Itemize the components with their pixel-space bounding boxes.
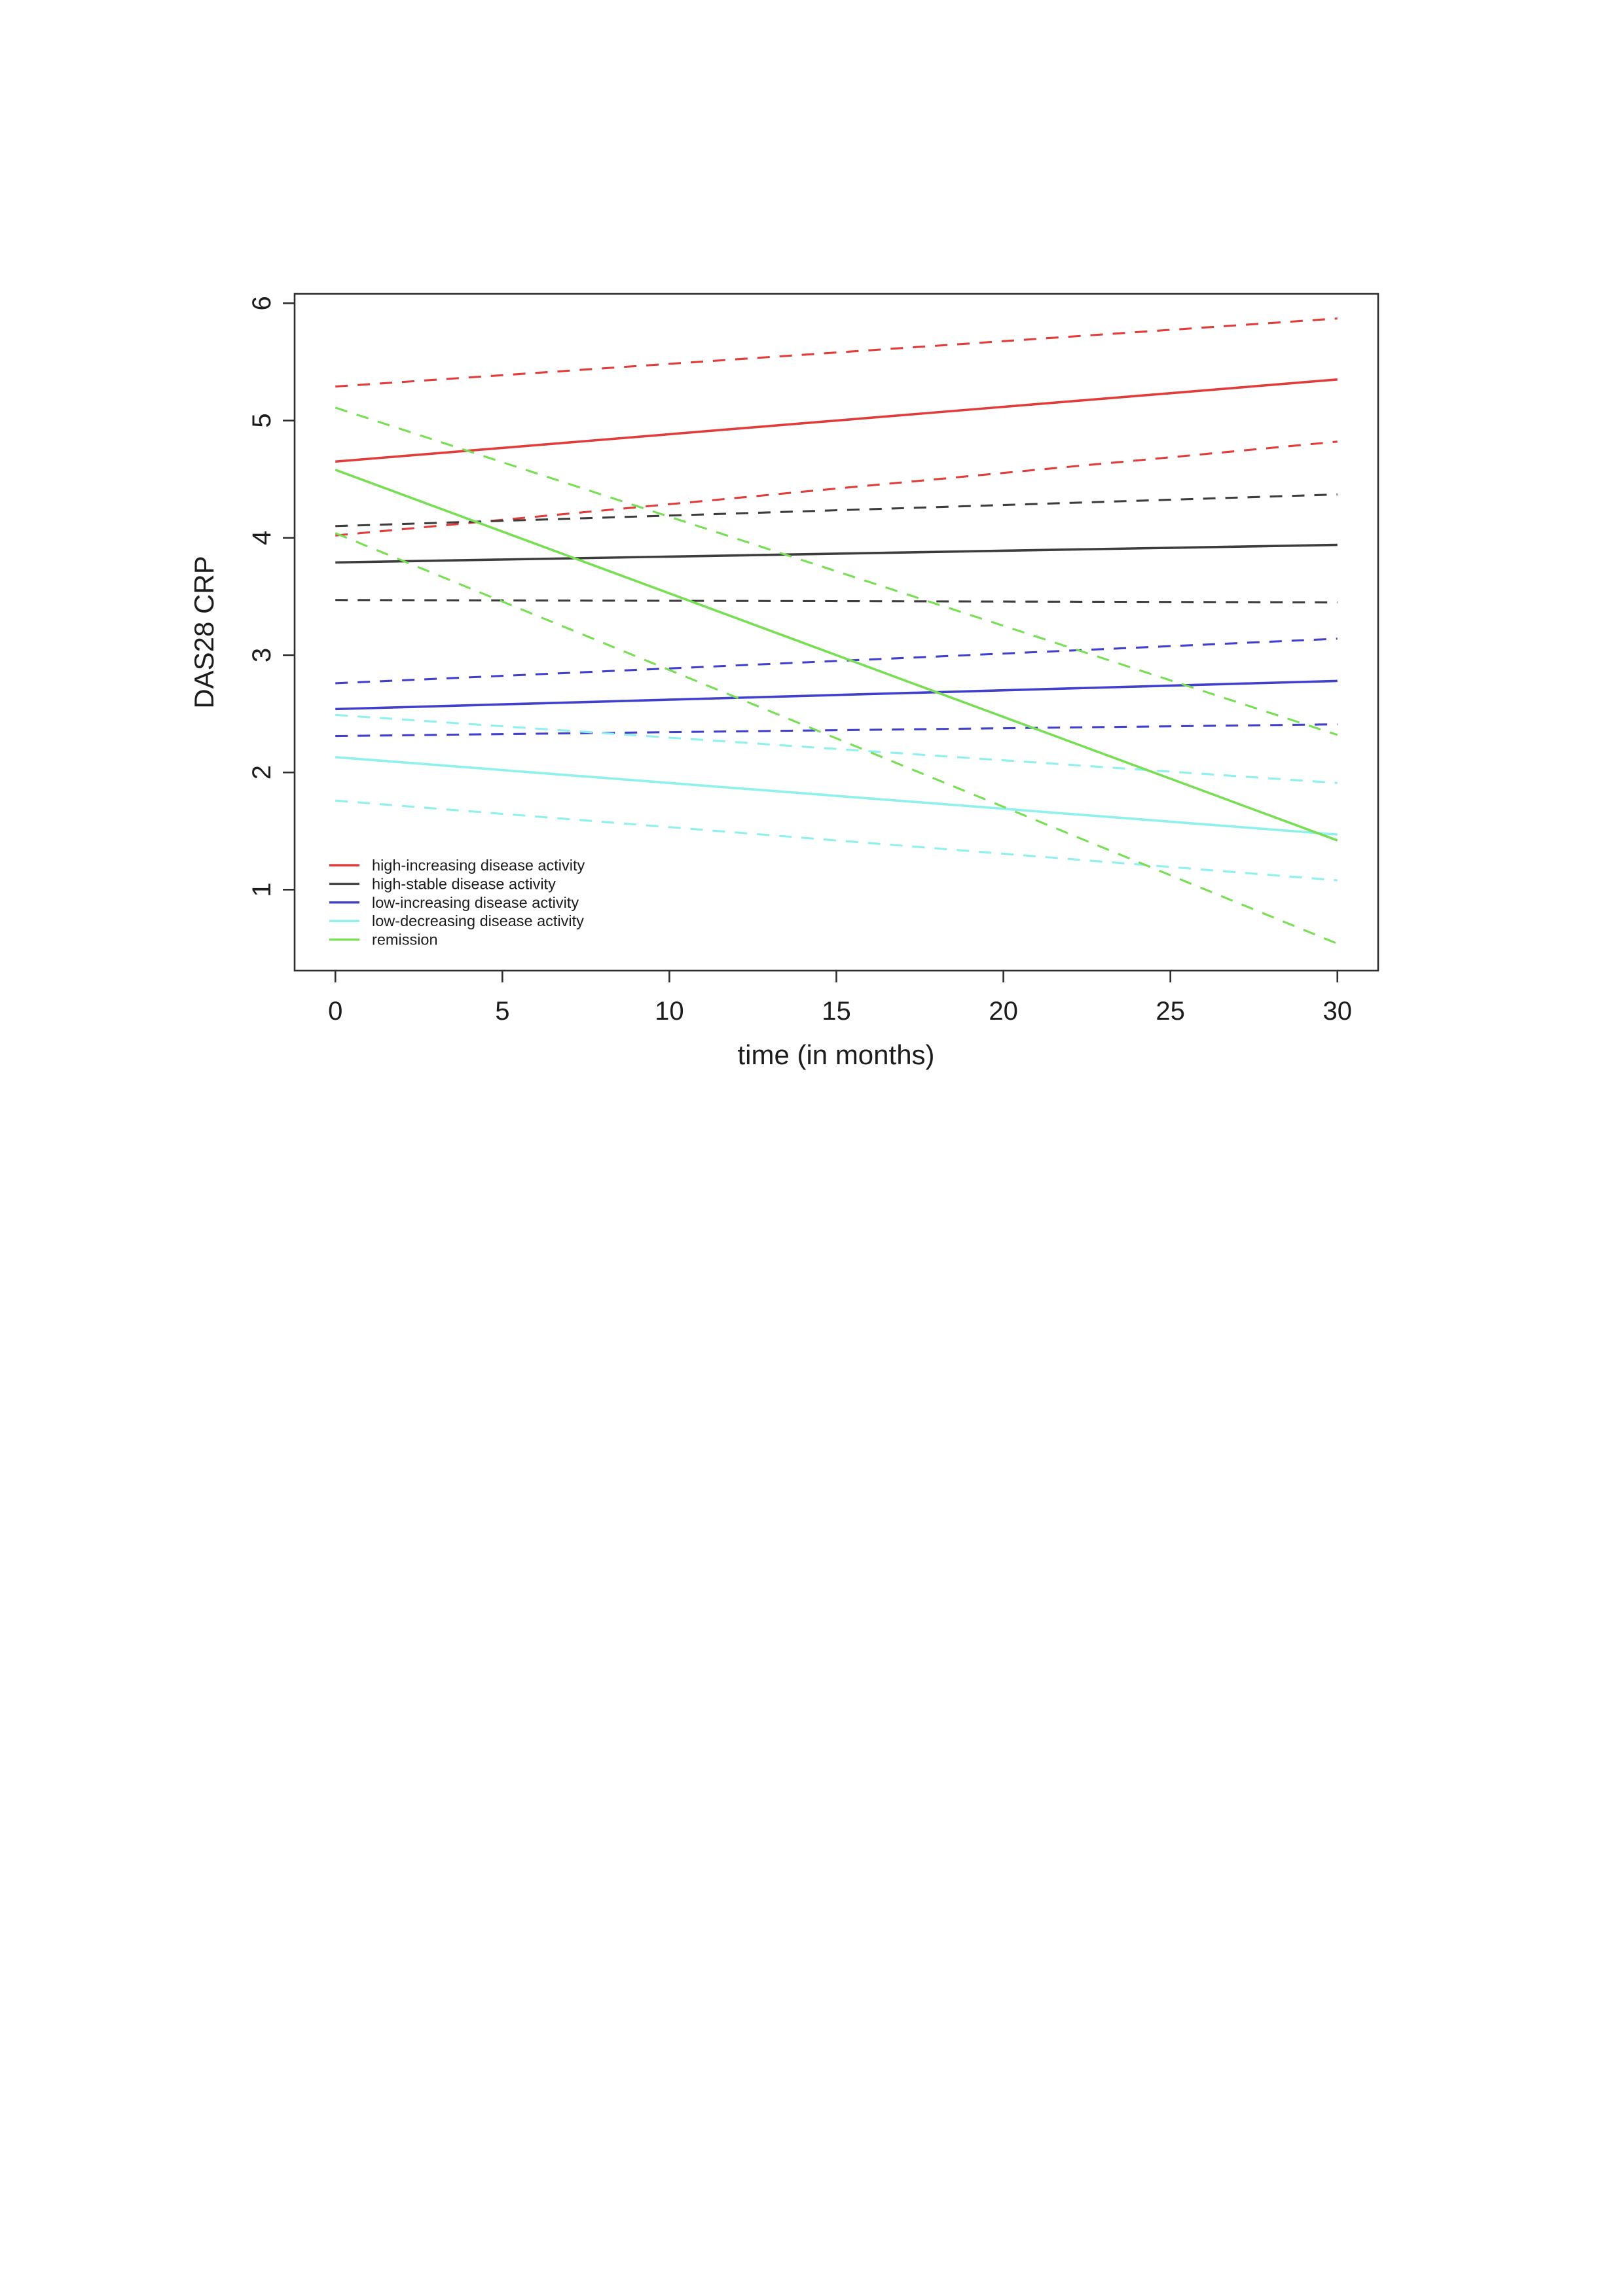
y-tick-label: 3 [247,648,276,662]
series-line-dashed [335,799,1338,882]
series-line-dashed [335,599,1338,603]
series-line-solid [335,679,1338,711]
x-axis-title: time (in months) [737,1039,935,1070]
series-line-dashed [335,406,1338,736]
series-line-solid [335,378,1338,463]
x-tick-label: 0 [328,997,342,1026]
y-tick-label: 2 [247,765,276,780]
x-tick-label: 5 [495,997,509,1026]
legend: high-increasing disease activityhigh-sta… [329,857,585,948]
legend-label: low-increasing disease activity [372,894,579,911]
series-line-dashed [335,713,1338,784]
x-tick-label: 10 [655,997,684,1026]
series-line-solid [335,469,1338,842]
y-tick-label: 4 [247,531,276,545]
legend-label: remission [372,931,438,948]
legend-label: high-stable disease activity [372,875,556,892]
series-line-dashed [335,532,1338,945]
y-tick-label: 1 [247,882,276,897]
legend-label: high-increasing disease activity [372,857,585,874]
y-tick-label: 5 [247,413,276,427]
legend-label: low-decreasing disease activity [372,912,584,929]
series-line-dashed [335,493,1338,528]
x-tick-label: 25 [1156,997,1185,1026]
series-line-dashed [335,723,1338,738]
series-line-dashed [335,637,1338,685]
series-line-solid [335,756,1338,836]
y-axis-title: DAS28 CRP [189,556,219,709]
x-tick-label: 20 [989,997,1018,1026]
x-tick-label: 15 [822,997,851,1026]
series-line-dashed [335,317,1338,388]
x-tick-label: 30 [1323,997,1353,1026]
series-line-solid [335,543,1338,564]
y-tick-label: 6 [247,296,276,310]
